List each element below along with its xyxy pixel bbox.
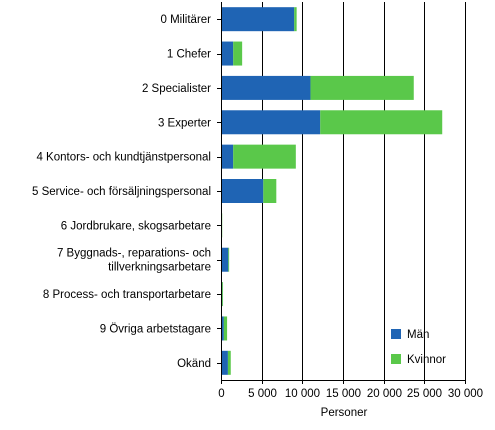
category-label: 0 Militärer	[161, 14, 212, 26]
bar-segment-man	[221, 41, 234, 66]
bar-segment-kvinnor	[227, 350, 231, 375]
legend-label-man: Män	[407, 329, 429, 341]
bar-segment-kvinnor	[294, 7, 297, 32]
category-label: 2 Specialister	[142, 83, 211, 95]
category-label: 3 Experter	[158, 117, 211, 129]
bar-segment-man	[221, 179, 264, 203]
x-tick-label: 20 000	[367, 388, 402, 400]
bar-segment-kvinnor	[233, 41, 243, 66]
legend-swatch-kvinnor	[391, 354, 401, 364]
bar-segment-kvinnor	[223, 316, 228, 341]
x-tick-label: 15 000	[326, 388, 361, 400]
x-tick-label: 25 000	[407, 388, 442, 400]
x-tick-label: 10 000	[285, 388, 320, 400]
bar-segment-man	[221, 316, 224, 341]
x-tick-label: 0	[218, 388, 224, 400]
x-tick-labels: 0 5 000 10 000 15 000 20 000 25 000 30 000	[218, 388, 483, 400]
bar-segment-kvinnor	[310, 75, 414, 100]
bars	[221, 7, 443, 375]
bar-segment-man	[221, 7, 295, 32]
bar-segment-man	[221, 110, 321, 135]
category-label: Okänd	[177, 358, 211, 370]
category-label: tillverkningsarbetare	[108, 262, 211, 274]
axes	[217, 2, 466, 384]
category-label: 6 Jordbrukare, skogsarbetare	[61, 220, 211, 232]
x-tick-label: 5 000	[248, 388, 277, 400]
bar-segment-kvinnor	[228, 247, 230, 272]
x-axis-title: Personer	[321, 407, 368, 419]
bar-segment-kvinnor	[222, 282, 224, 307]
bar-segment-man	[221, 75, 311, 100]
bar-segment-man	[221, 144, 234, 169]
bar-segment-kvinnor	[320, 110, 443, 135]
category-label: 7 Byggnads-, reparations- och	[57, 248, 211, 260]
x-tick-label: 30 000	[448, 388, 483, 400]
legend-swatch-man	[391, 329, 401, 339]
bar-segment-kvinnor	[233, 144, 296, 169]
bar-segment-man	[221, 247, 229, 272]
category-label: 4 Kontors- och kundtjänstpersonal	[36, 152, 211, 164]
category-label: 1 Chefer	[167, 49, 211, 61]
category-label: 9 Övriga arbetstagare	[100, 323, 211, 335]
category-label: 5 Service- och försäljningspersonal	[32, 186, 211, 198]
category-label: 8 Process- och transportarbetare	[43, 289, 211, 301]
bar-segment-kvinnor	[263, 179, 277, 203]
bar-segment-man	[221, 350, 228, 375]
category-labels: 0 Militärer 1 Chefer 2 Specialister 3 Exper…	[32, 14, 211, 370]
gridlines	[262, 2, 466, 380]
legend: Män Kvinnor	[391, 329, 446, 366]
legend-label-kvinnor: Kvinnor	[407, 354, 446, 366]
